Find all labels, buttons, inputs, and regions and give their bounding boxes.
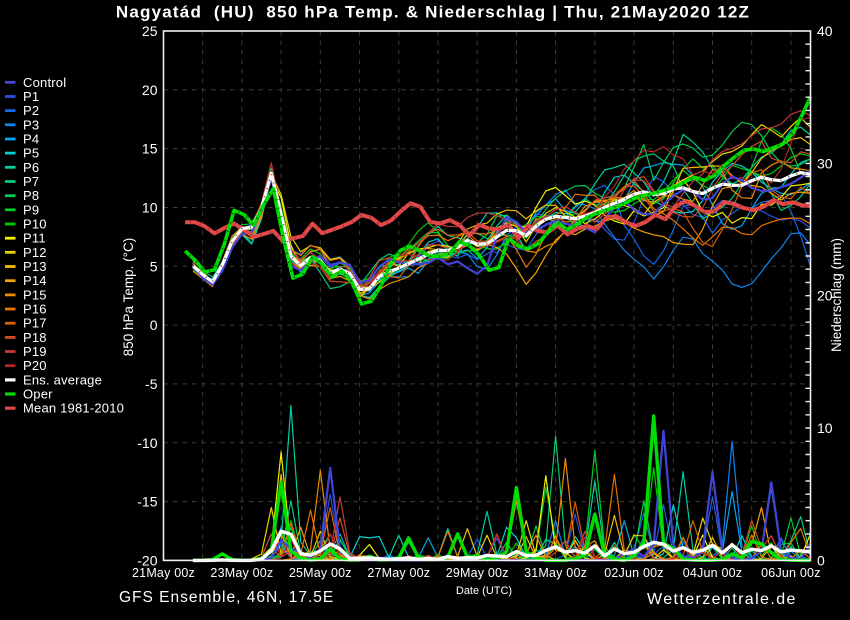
svg-text:P13: P13	[23, 259, 47, 274]
svg-text:P14: P14	[23, 273, 47, 288]
svg-text:P7: P7	[23, 174, 39, 189]
svg-text:23May 00z: 23May 00z	[210, 566, 273, 580]
svg-text:-20: -20	[137, 552, 157, 568]
svg-text:04Jun 00z: 04Jun 00z	[683, 566, 742, 580]
svg-text:Date (UTC): Date (UTC)	[456, 585, 512, 597]
svg-text:P16: P16	[23, 302, 47, 317]
svg-text:P6: P6	[23, 160, 39, 175]
svg-text:02Jun 00z: 02Jun 00z	[604, 566, 663, 580]
svg-text:P5: P5	[23, 146, 39, 161]
svg-text:P8: P8	[23, 188, 39, 203]
svg-text:20: 20	[817, 288, 833, 304]
svg-text:Niederschlag (mm): Niederschlag (mm)	[829, 238, 844, 352]
svg-text:P4: P4	[23, 132, 39, 147]
svg-text:40: 40	[817, 23, 833, 39]
svg-text:Oper: Oper	[23, 387, 53, 402]
svg-text:0: 0	[150, 317, 158, 333]
svg-text:P20: P20	[23, 358, 47, 373]
svg-text:10: 10	[817, 420, 833, 436]
svg-text:30: 30	[817, 155, 833, 171]
svg-text:Control: Control	[23, 75, 66, 90]
svg-text:27May 00z: 27May 00z	[367, 566, 430, 580]
svg-text:P15: P15	[23, 287, 47, 302]
svg-text:Ens. average: Ens. average	[23, 372, 102, 387]
svg-text:Mean 1981-2010: Mean 1981-2010	[23, 401, 124, 416]
svg-text:20: 20	[142, 82, 158, 98]
svg-text:P17: P17	[23, 316, 47, 331]
svg-text:Nagyatád (HU) 850 hPa Temp.: Nagyatád (HU) 850 hPa Temp. & Niederschl…	[116, 3, 750, 22]
svg-text:Wetterzentrale.de: Wetterzentrale.de	[647, 591, 797, 608]
svg-text:P1: P1	[23, 89, 39, 104]
svg-text:P2: P2	[23, 103, 39, 118]
svg-text:P9: P9	[23, 202, 39, 217]
svg-text:21May 00z: 21May 00z	[132, 566, 195, 580]
svg-text:-5: -5	[145, 376, 158, 392]
svg-text:0: 0	[817, 552, 825, 568]
svg-text:P3: P3	[23, 117, 39, 132]
svg-text:P19: P19	[23, 344, 47, 359]
svg-text:10: 10	[142, 200, 158, 216]
svg-text:-10: -10	[137, 435, 157, 451]
svg-text:P18: P18	[23, 330, 47, 345]
svg-text:GFS Ensemble, 46N, 17.5E: GFS Ensemble, 46N, 17.5E	[119, 589, 334, 606]
svg-text:06Jun 00z: 06Jun 00z	[761, 566, 820, 580]
svg-text:5: 5	[150, 258, 158, 274]
svg-text:P10: P10	[23, 217, 47, 232]
svg-text:29May 00z: 29May 00z	[446, 566, 509, 580]
svg-text:-15: -15	[137, 494, 157, 510]
svg-text:P12: P12	[23, 245, 47, 260]
svg-text:25May 00z: 25May 00z	[289, 566, 352, 580]
svg-text:850 hPa Temp. (°C): 850 hPa Temp. (°C)	[121, 238, 136, 356]
svg-text:31May 00z: 31May 00z	[524, 566, 587, 580]
svg-text:25: 25	[142, 23, 158, 39]
svg-text:15: 15	[142, 141, 158, 157]
svg-text:P11: P11	[23, 231, 46, 246]
